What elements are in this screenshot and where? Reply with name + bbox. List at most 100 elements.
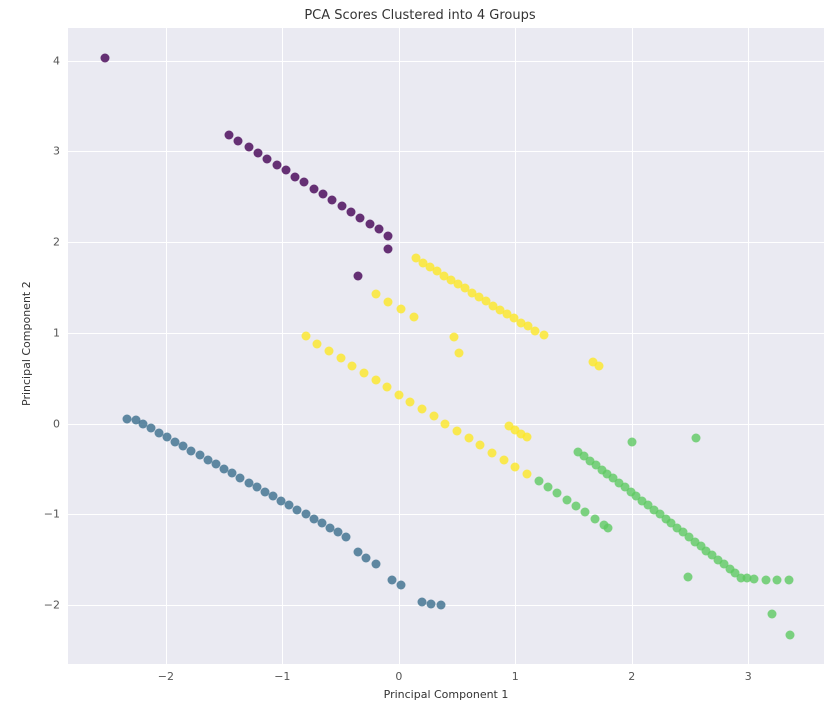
scatter-point xyxy=(309,184,318,193)
scatter-point xyxy=(300,178,309,187)
scatter-point xyxy=(543,483,552,492)
scatter-point xyxy=(418,598,427,607)
scatter-point xyxy=(384,231,393,240)
scatter-point xyxy=(750,574,759,583)
scatter-point xyxy=(291,172,300,181)
scatter-point xyxy=(595,361,604,370)
scatter-point xyxy=(427,600,436,609)
scatter-point xyxy=(534,476,543,485)
grid-line-vertical xyxy=(515,28,516,664)
scatter-point xyxy=(272,160,281,169)
scatter-point xyxy=(540,330,549,339)
scatter-point xyxy=(786,630,795,639)
scatter-point xyxy=(244,142,253,151)
scatter-point xyxy=(342,532,351,541)
scatter-point xyxy=(397,305,406,314)
scatter-point xyxy=(336,354,345,363)
grid-line-vertical xyxy=(399,28,400,664)
grid-line-horizontal xyxy=(68,61,824,62)
scatter-point xyxy=(464,434,473,443)
scatter-point xyxy=(761,575,770,584)
scatter-point xyxy=(371,560,380,569)
scatter-point xyxy=(313,339,322,348)
scatter-point xyxy=(455,348,464,357)
scatter-point xyxy=(683,572,692,581)
scatter-point xyxy=(581,508,590,517)
scatter-point xyxy=(356,213,365,222)
y-tick-label: −1 xyxy=(44,508,60,521)
y-tick-label: 2 xyxy=(53,236,60,249)
scatter-point xyxy=(785,575,794,584)
scatter-point xyxy=(354,271,363,280)
scatter-point xyxy=(253,149,262,158)
scatter-point xyxy=(301,332,310,341)
scatter-point xyxy=(418,405,427,414)
scatter-point xyxy=(441,419,450,428)
scatter-point xyxy=(562,495,571,504)
grid-line-vertical xyxy=(748,28,749,664)
scatter-point xyxy=(436,601,445,610)
scatter-point xyxy=(553,489,562,498)
chart-title: PCA Scores Clustered into 4 Groups xyxy=(0,8,840,23)
x-tick-label: 3 xyxy=(745,670,752,683)
x-tick-label: 2 xyxy=(628,670,635,683)
scatter-point xyxy=(604,523,613,532)
scatter-point xyxy=(488,448,497,457)
scatter-point xyxy=(375,225,384,234)
scatter-point xyxy=(453,426,462,435)
scatter-point xyxy=(387,575,396,584)
scatter-point xyxy=(571,502,580,511)
scatter-point xyxy=(406,397,415,406)
scatter-point xyxy=(234,136,243,145)
scatter-point xyxy=(281,166,290,175)
scatter-point xyxy=(347,208,356,217)
x-tick-label: −2 xyxy=(158,670,174,683)
grid-line-horizontal xyxy=(68,333,824,334)
scatter-point xyxy=(627,437,636,446)
scatter-point xyxy=(409,312,418,321)
scatter-point xyxy=(384,245,393,254)
scatter-point xyxy=(371,376,380,385)
scatter-point xyxy=(365,219,374,228)
y-axis-label: Principal Component 2 xyxy=(20,281,33,406)
scatter-point xyxy=(522,433,531,442)
scatter-point xyxy=(328,196,337,205)
y-tick-label: 3 xyxy=(53,145,60,158)
scatter-point xyxy=(522,470,531,479)
y-tick-label: 4 xyxy=(53,54,60,67)
scatter-point xyxy=(773,575,782,584)
scatter-point xyxy=(362,553,371,562)
scatter-point xyxy=(263,154,272,163)
scatter-point xyxy=(397,581,406,590)
scatter-point xyxy=(476,441,485,450)
scatter-point xyxy=(224,131,233,140)
grid-line-horizontal xyxy=(68,242,824,243)
scatter-point xyxy=(324,346,333,355)
grid-line-horizontal xyxy=(68,605,824,606)
x-axis-label: Principal Component 1 xyxy=(384,688,509,701)
scatter-point xyxy=(449,333,458,342)
scatter-point xyxy=(319,190,328,199)
grid-line-horizontal xyxy=(68,514,824,515)
grid-line-vertical xyxy=(282,28,283,664)
y-tick-label: −2 xyxy=(44,599,60,612)
scatter-point xyxy=(101,53,110,62)
y-tick-label: 1 xyxy=(53,326,60,339)
scatter-point xyxy=(348,361,357,370)
scatter-point xyxy=(691,434,700,443)
scatter-point xyxy=(359,368,368,377)
scatter-point xyxy=(337,201,346,210)
plot-area xyxy=(68,28,824,664)
scatter-point xyxy=(499,455,508,464)
x-tick-label: 0 xyxy=(395,670,402,683)
scatter-point xyxy=(394,390,403,399)
scatter-point xyxy=(767,610,776,619)
scatter-point xyxy=(383,383,392,392)
scatter-point xyxy=(384,297,393,306)
pca-scatter-chart: PCA Scores Clustered into 4 Groups Princ… xyxy=(0,0,840,699)
x-tick-label: 1 xyxy=(512,670,519,683)
x-tick-label: −1 xyxy=(274,670,290,683)
y-tick-label: 0 xyxy=(53,417,60,430)
scatter-point xyxy=(531,327,540,336)
grid-line-horizontal xyxy=(68,151,824,152)
